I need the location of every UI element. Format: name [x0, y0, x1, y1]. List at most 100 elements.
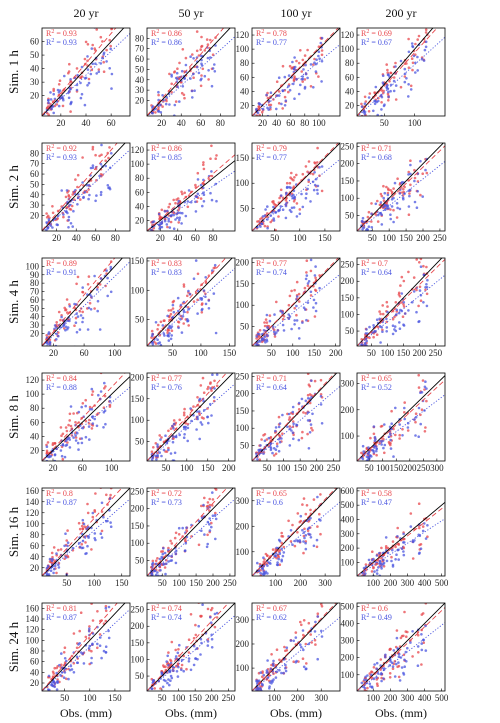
x-tick-label: 250 — [417, 463, 431, 473]
red-point — [421, 379, 425, 382]
red-point — [260, 110, 264, 114]
blue-point — [105, 269, 108, 272]
blue-point — [166, 209, 169, 213]
blue-point — [425, 304, 429, 308]
y-tick-label: 50 — [345, 210, 355, 220]
blue-point — [386, 310, 389, 314]
blue-point — [368, 325, 371, 329]
red-point — [379, 192, 383, 196]
red-r2-label: R2 = 0.86 — [151, 29, 182, 38]
red-point — [409, 84, 413, 88]
blue-point — [187, 289, 190, 293]
blue-point — [187, 660, 191, 663]
x-tick-label: 100 — [376, 463, 390, 473]
red-point — [417, 651, 420, 654]
blue-point — [409, 163, 412, 167]
red-point — [178, 61, 181, 65]
blue-point — [71, 225, 74, 228]
blue-point — [319, 395, 323, 398]
red-point — [304, 412, 308, 415]
y-tick-label: 60 — [135, 54, 145, 64]
blue-point — [361, 228, 364, 231]
red-point — [289, 176, 292, 179]
red-point — [162, 664, 165, 667]
blue-point — [174, 552, 178, 556]
y-tick-label: 80 — [30, 278, 40, 288]
red-point — [170, 542, 174, 545]
panel-frame — [356, 487, 446, 577]
blue-point — [308, 431, 312, 434]
red-point — [397, 293, 401, 296]
red-point — [307, 160, 311, 163]
red-point — [90, 548, 93, 551]
x-tick-label: 400 — [418, 578, 432, 588]
blue-point — [312, 188, 316, 192]
blue-point — [179, 211, 182, 215]
blue-point — [393, 181, 397, 185]
blue-point — [403, 72, 407, 76]
red-point — [293, 176, 296, 179]
blue-point — [380, 443, 383, 446]
blue-point — [314, 265, 317, 268]
x-tick-label: 300 — [318, 578, 332, 588]
red-r2-label: R2 = 0.7 — [361, 259, 388, 268]
red-point — [159, 320, 163, 324]
red-point — [75, 646, 79, 650]
blue-point — [263, 335, 267, 338]
x-tick-label: 20 — [52, 233, 62, 243]
blue-point — [46, 226, 50, 230]
blue-point — [269, 91, 273, 94]
blue-point — [385, 326, 389, 329]
blue-point — [263, 350, 266, 353]
red-point — [386, 68, 389, 72]
blue-fit-line — [147, 383, 235, 461]
x-tick-label: 150 — [293, 463, 307, 473]
blue-point — [63, 544, 66, 548]
blue-point — [290, 206, 294, 210]
y-tick-label: 100 — [341, 193, 355, 203]
blue-point — [104, 164, 107, 168]
red-point — [255, 693, 258, 696]
blue-point — [110, 72, 114, 76]
blue-point — [320, 629, 323, 633]
blue-point — [381, 330, 384, 334]
red-point — [167, 309, 170, 312]
blue-fit-line — [42, 386, 130, 461]
blue-point — [317, 50, 321, 54]
red-point — [377, 96, 380, 100]
red-fit-line — [147, 488, 228, 576]
blue-point — [177, 526, 181, 530]
red-point — [151, 346, 154, 349]
y-tick-label: 100 — [26, 635, 40, 645]
red-point — [396, 177, 399, 180]
blue-point — [88, 407, 92, 411]
red-point — [372, 432, 376, 436]
blue-point — [98, 328, 102, 331]
blue-point — [202, 178, 205, 182]
red-point — [68, 412, 72, 416]
blue-point — [214, 517, 218, 521]
red-point — [51, 578, 54, 581]
y-tick-label: 100 — [26, 389, 40, 399]
blue-point — [198, 410, 201, 413]
red-point — [206, 638, 210, 641]
blue-point — [361, 220, 365, 224]
red-point — [317, 75, 320, 78]
blue-point — [47, 218, 51, 221]
blue-point — [312, 86, 315, 89]
red-point — [84, 635, 88, 639]
blue-point — [87, 629, 91, 633]
red-point — [391, 540, 395, 543]
blue-r2-label: R2 = 0.67 — [361, 38, 392, 47]
blue-point — [415, 206, 419, 209]
red-point — [177, 648, 180, 651]
blue-point — [65, 189, 69, 192]
red-point — [293, 75, 296, 78]
column-title: 100 yr — [281, 6, 312, 20]
blue-point — [278, 552, 282, 555]
red-point — [388, 80, 391, 83]
red-point — [259, 217, 262, 221]
blue-point — [201, 204, 204, 208]
blue-point — [389, 447, 393, 450]
blue-point — [262, 573, 266, 576]
